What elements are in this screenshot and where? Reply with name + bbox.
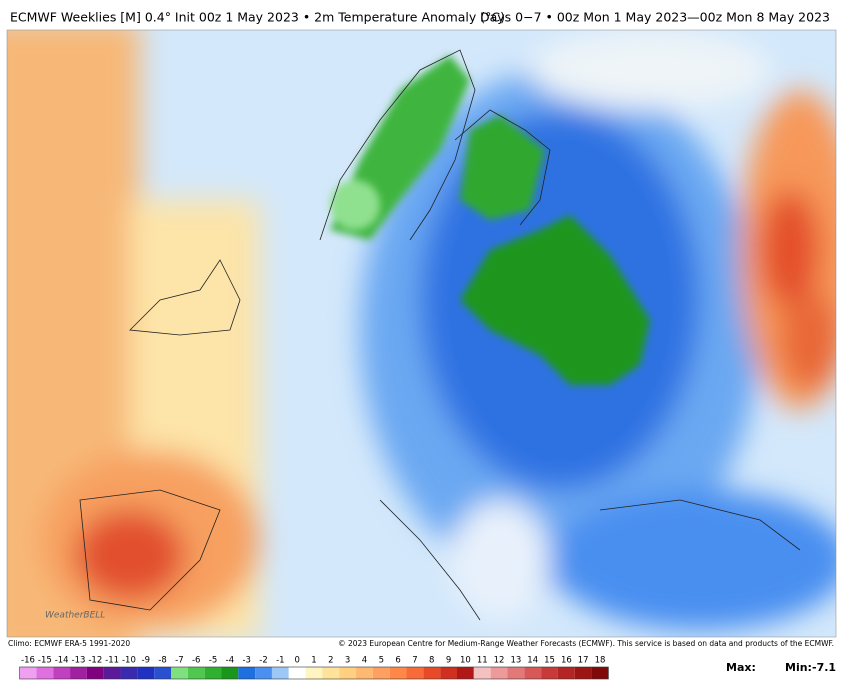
colorbar-tick-label: -4 [226,656,234,666]
colorbar-swatch [406,667,424,679]
colorbar-tick-label: -8 [158,656,166,666]
colorbar-swatch [137,667,155,679]
colorbar-swatch [457,667,474,679]
colorbar-swatch [372,667,390,679]
colorbar-tick-label: 8 [429,656,434,666]
colorbar-swatch [490,667,508,679]
colorbar-tick-label: 18 [595,656,606,666]
colorbar-tick-label: -14 [55,656,69,666]
colorbar-swatch [339,667,357,679]
colorbar-swatch [524,667,542,679]
colorbar-swatch [591,667,609,679]
colorbar-swatch [154,667,171,679]
colorbar-frame [19,666,609,680]
colorbar-tick-label: -7 [175,656,183,666]
colorbar-swatch [255,667,272,679]
map [7,30,836,637]
colorbar-swatch [423,667,441,679]
min-label: Min: [785,661,812,674]
colorbar-swatch [440,667,457,679]
colorbar-tick-label: -16 [21,656,35,666]
colorbar-swatch [507,667,525,679]
colorbar-swatch [204,667,222,679]
colorbar-swatch [305,667,323,679]
colorbar-tick-label: 3 [345,656,350,666]
colorbar-tick-label: -5 [209,656,217,666]
colorbar-tick-label: 5 [379,656,384,666]
map-frame [6,29,837,638]
colorbar-tick-label: -11 [105,656,119,666]
colorbar-swatch [238,667,256,679]
colorbar-tick-label: 11 [477,656,488,666]
colorbar-swatch [389,667,407,679]
colorbar-swatch [356,667,373,679]
colorbar-swatch [36,667,54,679]
colorbar-swatch [103,667,121,679]
max-label: Max: [726,661,756,674]
colorbar-swatch [86,667,104,679]
colorbar-tick-label: -9 [142,656,150,666]
coastlines [79,49,801,621]
logo: WeatherBELL [45,611,105,621]
colorbar-tick-label: -2 [259,656,267,666]
colorbar-tick-label: 4 [362,656,367,666]
colorbar-tick-label: 10 [460,656,471,666]
colorbar-swatch [221,667,239,679]
colorbar-swatch [288,667,306,679]
colorbar-tick-label: 13 [510,656,521,666]
colorbar-tick-label: -3 [242,656,250,666]
colorbar-tick-label: 6 [395,656,400,666]
colorbar-swatch [574,667,592,679]
colorbar-tick-label: -10 [122,656,136,666]
colorbar-tick-label: 14 [527,656,538,666]
colorbar-tick-label: -13 [72,656,86,666]
colorbar-swatch [19,667,37,679]
colorbar-swatch [53,667,71,679]
colorbar-tick-label: -1 [276,656,284,666]
colorbar-tick-label: -6 [192,656,200,666]
colorbar-swatch [541,667,558,679]
climo: Climo: ECMWF ERA-5 1991-2020 [8,639,130,648]
colorbar-tick-label: -12 [88,656,102,666]
colorbar-swatch [187,667,205,679]
colorbar-swatch [171,667,188,679]
colorbar-tick-label: 12 [494,656,505,666]
colorbar: -16 -15 -14 -13 -12 -11 -10 -9 -8 -7 -6 -5 -4 -3 -2 -1 0… [19,656,609,680]
copyright: © 2023 European Centre for Medium-Range … [338,639,834,648]
colorbar-swatch [70,667,87,679]
title-left: ECMWF Weeklies [M] 0.4° Init 00z 1 May 2… [10,10,505,25]
colorbar-swatch [473,667,491,679]
colorbar-tick-label: 2 [328,656,333,666]
colorbar-swatch [557,667,575,679]
colorbar-tick-label: 7 [412,656,417,666]
colorbar-tick-label: 0 [294,656,299,666]
min-value: -7.1 [812,661,836,674]
colorbar-tick-label: 15 [544,656,555,666]
colorbar-tick-label: 16 [561,656,572,666]
colorbar-swatch [271,667,289,679]
title-right: Days 0−7 • 00z Mon 1 May 2023—00z Mon 8 … [480,10,830,25]
colorbar-tick-label: -15 [38,656,52,666]
colorbar-tick-label: 1 [311,656,316,666]
colorbar-swatch [322,667,340,679]
colorbar-tick-label: 17 [578,656,589,666]
colorbar-tick-label: 9 [446,656,451,666]
colorbar-swatch [120,667,138,679]
